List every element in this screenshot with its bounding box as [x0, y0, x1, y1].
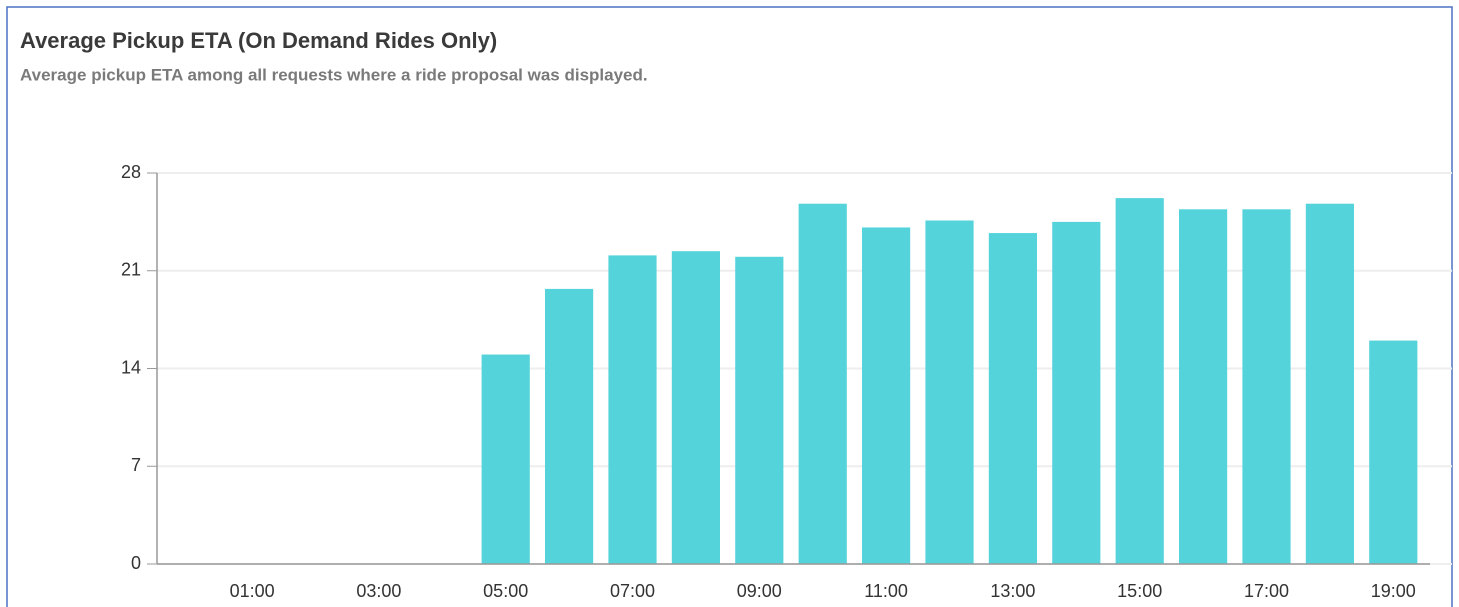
- x-tick-label: 17:00: [1244, 581, 1289, 601]
- bar: [671, 251, 720, 564]
- x-tick-label: 15:00: [1117, 581, 1162, 601]
- y-tick-label: 21: [121, 260, 141, 280]
- y-tick-label: 28: [121, 162, 141, 182]
- chart-title: Average Pickup ETA (On Demand Rides Only…: [20, 28, 497, 53]
- card-frame: [6, 6, 1453, 607]
- x-tick-label: 07:00: [610, 581, 655, 601]
- bar: [545, 288, 594, 564]
- bar: [735, 256, 784, 564]
- x-tick-label: 01:00: [230, 581, 275, 601]
- bar: [798, 203, 847, 564]
- bar: [1179, 209, 1228, 565]
- y-tick-label: 14: [121, 357, 141, 377]
- bar: [1052, 221, 1101, 564]
- y-tick-label: 0: [131, 553, 141, 573]
- bar: [608, 255, 657, 564]
- bar: [481, 354, 530, 564]
- x-tick-label: 05:00: [483, 581, 528, 601]
- x-tick-label: 13:00: [990, 581, 1035, 601]
- x-tick-label: 03:00: [356, 581, 401, 601]
- x-tick-label: 19:00: [1371, 581, 1416, 601]
- bar: [1305, 203, 1354, 564]
- bar: [925, 220, 974, 564]
- bar: [862, 227, 911, 565]
- bar: [1242, 209, 1291, 565]
- bar: [1115, 198, 1164, 564]
- chart-subtitle: Average pickup ETA among all requests wh…: [20, 65, 648, 84]
- bar: [988, 233, 1037, 564]
- x-tick-label: 09:00: [737, 581, 782, 601]
- y-tick-label: 7: [131, 455, 141, 475]
- x-tick-label: 11:00: [864, 581, 908, 601]
- bar: [1369, 340, 1418, 564]
